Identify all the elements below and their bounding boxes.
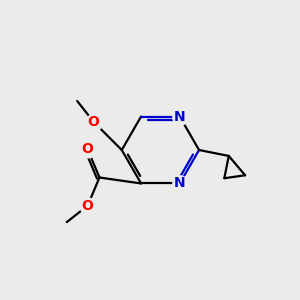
Text: O: O	[82, 199, 94, 213]
Text: N: N	[174, 110, 185, 124]
Text: O: O	[82, 142, 94, 156]
Text: N: N	[174, 176, 185, 190]
Text: O: O	[88, 115, 100, 129]
